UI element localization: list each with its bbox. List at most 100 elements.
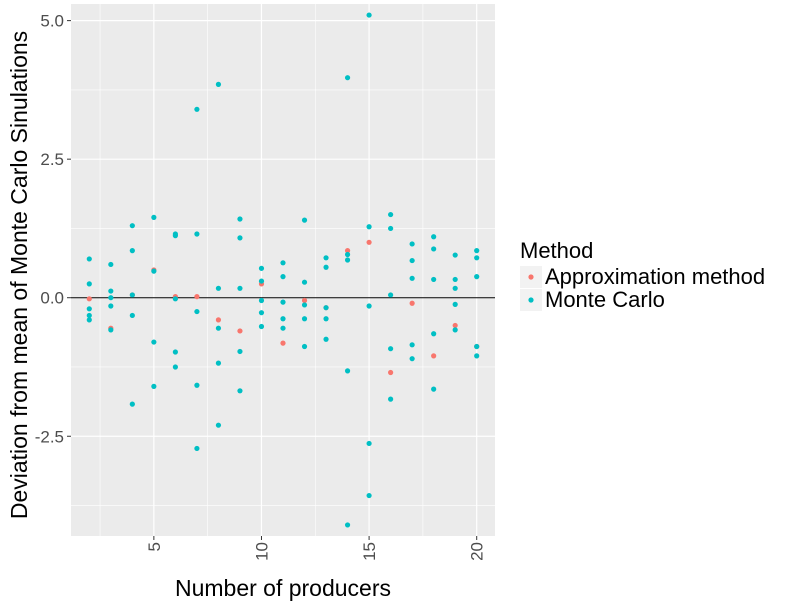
data-point	[129, 312, 135, 319]
y-tick-label: 2.5	[40, 150, 64, 169]
data-point	[108, 295, 114, 301]
y-axis: -2.5 0.0 2.5 5.0	[35, 12, 71, 446]
data-point	[215, 422, 222, 428]
data-point	[129, 248, 135, 254]
data-point	[258, 297, 265, 304]
data-point	[258, 323, 265, 330]
data-point	[129, 401, 135, 407]
data-point	[258, 265, 265, 271]
data-point	[452, 285, 458, 291]
x-tick-label: 5	[145, 542, 164, 551]
data-point	[409, 257, 415, 264]
data-point	[280, 316, 286, 322]
data-point	[172, 349, 178, 355]
data-point	[151, 214, 157, 220]
y-tick-label: 0.0	[40, 289, 64, 308]
data-point	[151, 339, 157, 345]
data-point	[194, 106, 200, 112]
data-point	[237, 216, 243, 222]
data-point	[409, 275, 415, 281]
x-axis: 5 10 15 20	[145, 536, 487, 561]
data-point	[86, 296, 92, 302]
data-point	[452, 301, 458, 307]
data-point	[194, 294, 200, 300]
y-axis-title: Deviation from mean of Monte Carlo Sinul…	[6, 31, 32, 519]
data-point	[323, 305, 329, 311]
data-point	[431, 276, 437, 283]
legend-marker	[528, 274, 534, 280]
data-point	[301, 343, 308, 350]
data-point	[237, 328, 243, 334]
data-point	[151, 383, 157, 389]
data-point	[344, 368, 351, 374]
data-point	[194, 231, 200, 237]
y-tick-label: 5.0	[40, 12, 64, 31]
data-point	[409, 241, 415, 247]
data-point	[344, 522, 351, 528]
legend-marker	[528, 297, 534, 303]
data-point	[108, 303, 114, 309]
data-point	[194, 382, 200, 388]
data-point	[366, 440, 372, 447]
data-point	[431, 246, 437, 252]
data-point	[108, 288, 114, 294]
data-point	[344, 248, 351, 254]
data-point	[388, 369, 394, 376]
data-point	[129, 223, 135, 229]
data-point	[323, 255, 329, 261]
data-point	[86, 306, 92, 312]
data-point	[452, 252, 458, 258]
data-point	[301, 297, 308, 304]
data-point	[452, 322, 458, 329]
data-point	[409, 342, 415, 348]
legend-label: Monte Carlo	[545, 287, 665, 312]
plot-panel	[71, 4, 495, 536]
data-point	[301, 316, 308, 322]
data-point	[237, 235, 243, 241]
data-point	[194, 308, 200, 315]
data-point	[108, 327, 114, 333]
data-point	[344, 257, 351, 263]
data-point	[237, 388, 243, 394]
data-point	[172, 296, 178, 302]
data-point	[323, 264, 329, 270]
x-axis-title: Number of producers	[175, 575, 391, 601]
data-point	[366, 12, 372, 18]
data-point	[280, 340, 286, 346]
data-point	[344, 251, 351, 258]
data-point	[388, 225, 394, 232]
data-point	[366, 492, 372, 499]
data-point	[301, 279, 308, 285]
data-point	[474, 343, 480, 350]
data-point	[388, 292, 394, 298]
data-point	[258, 278, 265, 284]
data-point	[409, 356, 415, 362]
x-tick-label: 10	[252, 542, 271, 561]
data-point	[366, 224, 372, 230]
data-point	[280, 299, 286, 305]
legend-title: Method	[520, 238, 593, 263]
data-point	[474, 274, 480, 280]
data-point	[366, 239, 372, 245]
data-point	[452, 276, 458, 283]
data-point	[452, 327, 458, 333]
data-point	[258, 310, 265, 316]
data-point	[280, 325, 286, 331]
x-tick-label: 20	[468, 542, 487, 561]
data-point	[86, 312, 92, 319]
legend-label: Approximation method	[545, 264, 765, 289]
data-point	[474, 353, 480, 359]
data-point	[301, 217, 308, 223]
data-point	[129, 292, 135, 298]
data-point	[151, 268, 157, 274]
data-point	[172, 364, 178, 370]
data-point	[431, 353, 437, 359]
data-point	[323, 316, 329, 322]
data-point	[366, 303, 372, 309]
data-point	[215, 317, 222, 323]
data-point	[301, 302, 308, 308]
data-point	[108, 261, 114, 268]
data-point	[215, 285, 222, 291]
data-point	[409, 300, 415, 306]
